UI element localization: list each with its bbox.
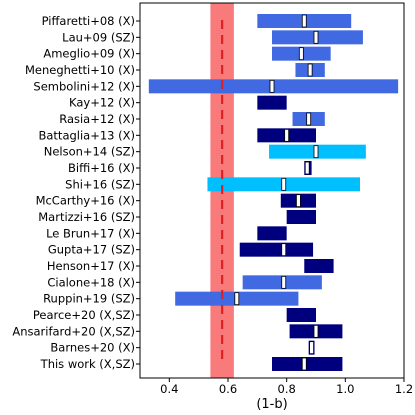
row-label: Lau+09 (SZ) [62,30,135,44]
row-label: Pearce+20 (X,SZ) [33,308,135,322]
interval-bar [286,210,316,224]
row-label: Ansarifard+20 (X,SZ) [12,324,135,338]
interval-bar [239,242,314,257]
median-marker [234,292,240,306]
row-label: Shi+16 (SZ) [65,177,135,191]
median-marker [295,194,301,208]
median-marker [284,128,290,142]
x-tick-label: 1.2 [395,382,413,396]
plot-frame [139,2,405,379]
x-tick-label: 1.0 [336,382,354,396]
row-label: McCarthy+16 (X) [36,194,135,208]
row-label: Kay+12 (X) [69,96,135,110]
median-marker [298,47,304,61]
median-marker [313,324,319,338]
row-label: Henson+17 (X) [47,259,135,273]
x-axis-title: (1-b) [256,397,287,412]
row-label: Meneghetti+10 (X) [25,63,135,77]
interval-bar [304,259,334,273]
row-label: Barnes+20 (X) [50,341,135,355]
row-label: Martizzi+16 (SZ) [38,210,135,224]
row-label: Biffi+16 (X) [68,161,135,175]
row-label: Le Brun+17 (X) [46,226,135,240]
row-label: Sembolini+12 (X) [33,79,135,93]
row-label: Cialone+18 (X) [47,275,135,289]
row-label: Nelson+14 (SZ) [44,145,135,159]
median-marker [301,357,307,371]
median-marker [281,275,287,289]
median-marker [281,177,287,191]
median-marker [269,79,275,93]
median-marker [306,112,312,126]
median-marker [313,30,319,44]
row-label: This work (X,SZ) [40,357,135,371]
median-marker [309,341,315,355]
row-label: Battaglia+13 (X) [38,128,135,142]
interval-bar [272,357,343,371]
row-label: Rasia+12 (X) [59,112,135,126]
row-label: Ameglio+09 (X) [43,47,135,61]
median-marker [313,145,319,159]
median-marker [304,161,310,175]
x-tick-label: 0.4 [160,382,178,396]
median-marker [281,243,287,257]
median-marker [301,14,307,28]
plot-area: Piffaretti+08 (X) Lau+09 (SZ) Ameglio+09 (… [12,2,413,396]
x-tick-label: 0.6 [219,382,237,396]
row-label: Gupta+17 (SZ) [48,243,135,257]
row-label: Piffaretti+08 (X) [42,14,135,28]
interval-bar [257,95,287,110]
interval-bar [257,226,287,241]
median-marker [307,63,313,77]
row-label: Ruppin+19 (SZ) [43,292,135,306]
interval-bar [286,308,316,322]
x-tick-label: 0.8 [278,382,296,396]
